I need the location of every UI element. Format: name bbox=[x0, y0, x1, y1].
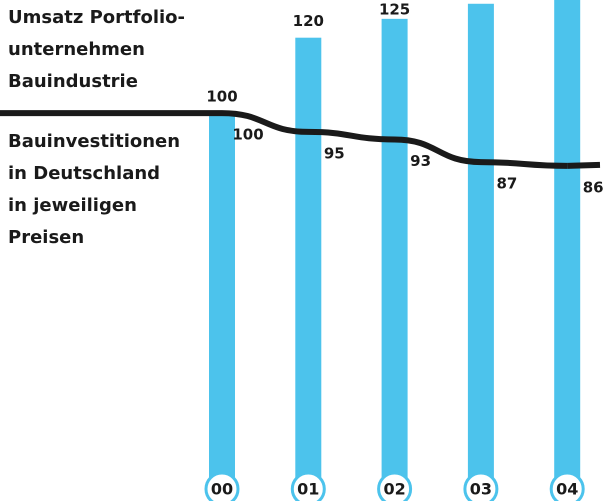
category-badge bbox=[290, 471, 326, 501]
x-tick-label: 00 bbox=[211, 480, 233, 499]
bar bbox=[467, 3, 494, 491]
bar bbox=[295, 37, 322, 490]
line bbox=[221, 110, 568, 169]
legend-label: Umsatz Portfolio-unternehmen Bauindustrie bbox=[8, 7, 185, 92]
line-extension bbox=[567, 161, 601, 169]
x-tick-label: 03 bbox=[470, 480, 492, 499]
line-value-label: 95 bbox=[324, 144, 345, 162]
bar-value-label: 100 bbox=[206, 88, 237, 106]
line-value-label: 86 bbox=[583, 178, 604, 196]
bar bbox=[209, 113, 235, 491]
bar bbox=[381, 18, 408, 490]
bar-value-label: 125 bbox=[379, 1, 410, 19]
category-badge bbox=[204, 471, 240, 501]
line-value-label: 93 bbox=[410, 152, 431, 170]
x-tick-label: 04 bbox=[556, 480, 578, 499]
line-value-label: 87 bbox=[496, 175, 517, 193]
legend-label: Bauinvestitionen in Deutschland in jeweili… bbox=[8, 131, 180, 248]
bar-value-label: 120 bbox=[293, 12, 324, 30]
category-badge bbox=[377, 471, 413, 501]
category-badge bbox=[549, 471, 585, 501]
x-tick-label: 01 bbox=[297, 480, 319, 499]
x-tick-label: 02 bbox=[383, 480, 405, 499]
bar bbox=[554, 0, 581, 491]
category-badge bbox=[463, 471, 499, 501]
line-value-label: 100 bbox=[232, 126, 263, 144]
